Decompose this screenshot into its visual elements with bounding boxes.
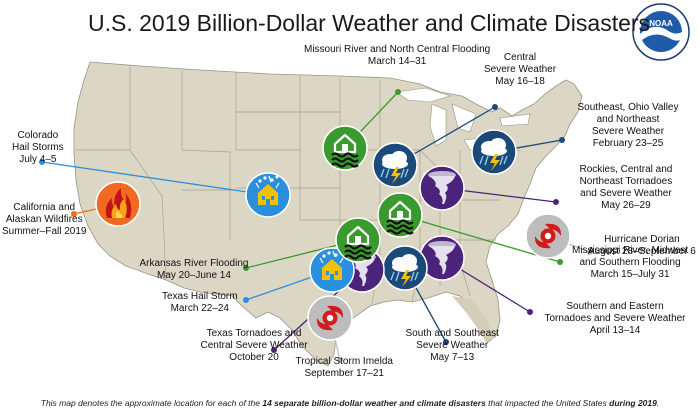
event-label-line: Central — [503, 52, 537, 63]
event-label-line: Southern and Eastern — [566, 301, 664, 312]
event-label-line: and Southern Flooding — [579, 257, 681, 268]
event-label-line: California and — [13, 202, 76, 213]
event-label-line: Central Severe Weather — [200, 340, 308, 351]
event-label-line: July 4–5 — [19, 154, 57, 165]
noaa-logo: NOAA — [632, 3, 690, 61]
event-label-missouri: Missouri River and North Central Floodin… — [304, 44, 490, 68]
event-label-line: March 15–July 31 — [590, 269, 670, 280]
event-label-dorian: Hurricane Dorian August 28–September 6 — [588, 234, 696, 258]
event-label-line: Missouri River and North Central Floodin… — [304, 44, 491, 55]
great-lakes — [395, 87, 531, 151]
event-label-tx-hail: Texas Hail Storm March 22–24 — [162, 291, 238, 315]
footnote-post: . — [656, 398, 660, 408]
event-label-ca-fire: California and Alaskan Wildfires Summer–Fa… — [2, 202, 86, 238]
event-label-line: Southeast, Ohio Valley — [577, 102, 679, 113]
event-label-line: May 7–13 — [430, 352, 475, 363]
event-label-tx-tornado: Texas Tornadoes and Central Severe Weathe… — [201, 328, 308, 364]
event-label-line: September 17–21 — [304, 368, 384, 379]
marker-arkansas — [335, 217, 381, 263]
marker-missouri — [322, 125, 368, 171]
marker-rockies — [419, 165, 465, 211]
event-label-line: Northeast Tornadoes — [579, 176, 673, 187]
event-label-ss-severe: South and Southeast Severe Weather May 7–1… — [406, 328, 499, 364]
event-label-rockies: Rockies, Central and Northeast Tornadoes a… — [580, 164, 673, 212]
footnote: This map denotes the approximate locatio… — [0, 398, 700, 408]
event-label-line: August 28–September 6 — [588, 246, 696, 257]
event-label-central: Central Severe Weather May 16–18 — [484, 52, 556, 88]
event-label-line: October 20 — [229, 352, 279, 363]
event-label-line: and Severe Weather — [580, 188, 672, 199]
event-label-line: South and Southeast — [405, 328, 499, 339]
event-label-se-tornado: Southern and Eastern Tornadoes and Severe… — [545, 301, 686, 337]
event-label-co-hail: Colorado Hail Storms July 4–5 — [12, 130, 64, 166]
marker-mississippi — [377, 192, 423, 238]
event-label-arkansas: Arkansas River Flooding May 20–June 14 — [140, 258, 249, 282]
event-label-line: Hail Storms — [12, 142, 64, 153]
event-label-line: Arkansas River Flooding — [139, 258, 249, 269]
footnote-pre: This map denotes the approximate locatio… — [40, 398, 263, 408]
marker-tx-hail — [309, 247, 355, 293]
event-label-line: March 14–31 — [367, 56, 427, 67]
event-label-line: March 22–24 — [170, 303, 229, 314]
noaa-logo-text: NOAA — [649, 19, 673, 28]
event-label-line: May 16–18 — [495, 76, 545, 87]
marker-ss-severe — [382, 245, 428, 291]
footnote-count: 14 separate billion-dollar weather and c… — [262, 398, 486, 408]
event-label-line: Texas Tornadoes and — [206, 328, 302, 339]
event-label-line: and Northeast — [596, 114, 660, 125]
marker-co-hail — [245, 172, 291, 218]
event-label-line: Tropical Storm Imelda — [295, 356, 393, 367]
marker-southeast-ohio — [471, 129, 517, 175]
event-label-imelda: Tropical Storm Imelda September 17–21 — [296, 356, 393, 380]
event-label-mississippi: Mississippi River, Midwest and Southern F… — [572, 245, 688, 281]
footnote-year: during 2019 — [609, 398, 657, 408]
event-label-line: February 23–25 — [592, 138, 664, 149]
event-label-line: Rockies, Central and — [579, 164, 673, 175]
event-label-line: Severe Weather — [484, 64, 557, 75]
event-label-line: Texas Hail Storm — [162, 291, 238, 302]
event-label-line: April 13–14 — [589, 325, 641, 336]
event-label-line: Tornadoes and Severe Weather — [544, 313, 686, 324]
event-label-line: Severe Weather — [416, 340, 489, 351]
footnote-mid: that impacted the United States — [485, 398, 610, 408]
marker-dorian — [525, 213, 571, 259]
event-label-line: Alaskan Wildfires — [5, 214, 83, 225]
event-label-line: Hurricane Dorian — [604, 234, 680, 245]
map-title: U.S. 2019 Billion-Dollar Weather and Cli… — [88, 10, 651, 36]
marker-central — [372, 142, 418, 188]
event-label-line: Mississippi River, Midwest — [572, 245, 689, 256]
event-label-line: Colorado — [17, 130, 59, 141]
marker-ca-fire — [95, 181, 141, 227]
florida-shading — [452, 296, 494, 342]
event-label-line: Severe Weather — [591, 126, 665, 137]
event-label-line: May 20–June 14 — [156, 270, 231, 281]
event-label-southeast-ohio: Southeast, Ohio Valley and Northeast Sever… — [578, 102, 679, 150]
event-label-line: Summer–Fall 2019 — [2, 226, 87, 237]
marker-imelda — [307, 295, 353, 341]
event-label-line: May 26–29 — [601, 200, 651, 211]
